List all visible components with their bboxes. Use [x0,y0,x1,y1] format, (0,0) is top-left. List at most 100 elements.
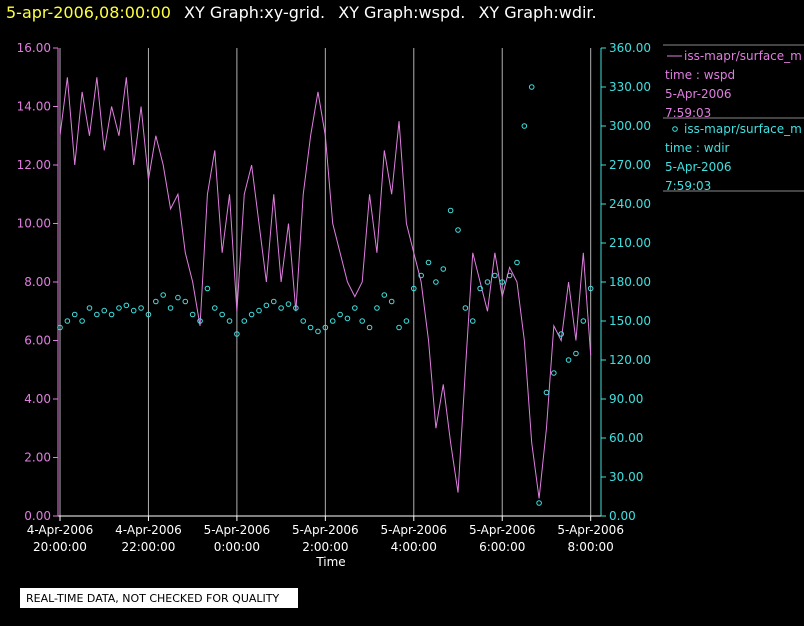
legend-date: 5-Apr-2006 [665,160,732,174]
legend-time: 7:59:03 [665,106,711,120]
data-point [182,298,189,305]
data-point [506,272,513,279]
data-point [499,279,506,285]
y-tick-label: 2.00 [24,451,51,465]
data-point [366,324,373,331]
y2-tick-label: 150.00 [609,314,651,328]
y-tick-label: 10.00 [17,217,51,231]
data-point [234,331,240,337]
legend-swatch [672,126,678,132]
legend-name: iss-mapr/surface_m [684,122,802,136]
data-point [565,357,572,363]
data-point [138,305,144,311]
y2-tick-label: 330.00 [609,80,651,94]
data-point [528,84,535,90]
x-tick-label: 4-Apr-2006 [27,523,94,537]
y2-tick-label: 210.00 [609,236,651,250]
data-point [256,307,262,314]
x-tick-label: 4-Apr-2006 [115,523,182,537]
data-point [587,285,594,292]
data-point [197,318,203,324]
data-point [521,123,528,129]
data-point [57,324,63,331]
data-point [167,305,174,311]
data-point [425,259,432,266]
x-tick-label: 5-Apr-2006 [204,523,271,537]
title-part: XY Graph:wdir. [478,3,596,22]
title-part: XY Graph:wspd. [338,3,465,22]
data-point [469,318,476,324]
title-part: XY Graph:xy-grid. [184,3,325,22]
data-point [116,305,122,311]
y2-tick-label: 90.00 [609,392,643,406]
legend-date: 5-Apr-2006 [665,87,732,101]
y-tick-label: 6.00 [24,334,51,348]
y2-tick-label: 300.00 [609,119,651,133]
data-point [536,500,542,506]
y2-tick-label: 60.00 [609,431,643,445]
x-tick-label: 22:00:00 [121,540,175,554]
data-point [433,279,439,285]
data-point [388,298,395,305]
note-box [20,588,298,608]
y2-tick-label: 240.00 [609,197,651,211]
y-tick-label: 0.00 [24,509,51,523]
data-point [285,301,292,307]
data-point [278,305,284,311]
data-point [270,298,277,305]
data-point [410,285,417,292]
data-point [462,305,469,311]
y-tick-label: 8.00 [24,275,51,289]
data-point [580,318,587,324]
data-point [551,370,557,376]
x-tick-label: 5-Apr-2006 [469,523,536,537]
title-time: 5-apr-2006,08:00:00 [6,3,171,22]
data-point [403,318,410,324]
y2-tick-label: 180.00 [609,275,651,289]
y2-tick-label: 120.00 [609,353,651,367]
y2-tick-label: 0.00 [609,509,636,523]
x-tick-label: 20:00:00 [33,540,87,554]
data-point [204,285,211,292]
data-point [359,318,365,324]
data-point [440,266,447,272]
data-point [307,324,314,331]
data-point [189,311,196,318]
data-point [418,272,424,279]
data-point [573,350,579,357]
data-point [160,292,166,298]
data-point [71,311,78,318]
data-point [108,311,115,318]
data-point [381,292,388,298]
x-tick-label: 6:00:00 [479,540,525,554]
series-line [59,77,592,499]
legend-name: iss-mapr/surface_m [684,49,802,63]
x-tick-label: 8:00:00 [568,540,614,554]
y-tick-label: 12.00 [17,158,51,172]
data-point [293,305,299,311]
data-point [211,305,218,311]
data-point [455,227,461,233]
data-point [344,315,351,322]
y2-tick-label: 30.00 [609,470,643,484]
x-tick-label: 0:00:00 [214,540,260,554]
data-point [130,307,137,314]
y2-tick-label: 360.00 [609,41,651,55]
y-tick-label: 4.00 [24,392,51,406]
data-point [514,259,520,266]
data-point [153,298,159,305]
data-point [558,331,564,337]
data-point [352,305,358,311]
data-point [219,311,225,318]
legend-time: 7:59:03 [665,179,711,193]
x-axis-label: Time [315,555,345,569]
x-tick-label: 2:00:00 [302,540,348,554]
data-point [300,318,307,324]
data-point [322,324,329,331]
data-point [315,328,321,335]
data-point [329,318,336,324]
legend-label: time : wspd [665,68,735,82]
note: REAL-TIME DATA, NOT CHECKED FOR QUALITY [26,592,280,605]
x-tick-label: 5-Apr-2006 [557,523,624,537]
